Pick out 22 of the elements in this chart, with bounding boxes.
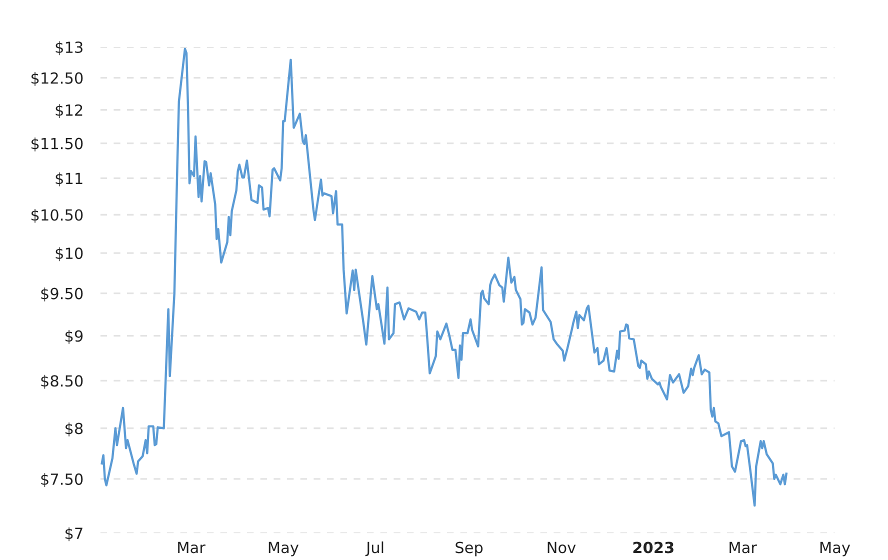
y-tick-label: $8.50 [41,374,83,389]
y-tick-label: $13 [56,41,82,56]
y-tick-label: $12.50 [31,72,83,86]
y-tick-label: $7.50 [41,473,83,487]
x-tick-label: Sep [456,542,483,556]
y-tick-label: $10.50 [31,208,83,223]
x-tick-label: Jul [365,541,384,556]
y-tick-label: $12 [56,104,82,118]
y-tick-label: $9.50 [41,288,83,302]
x-tick-label: May [268,542,299,556]
x-tick-label: Nov [548,542,576,554]
x-tick-label: Mar [730,542,757,554]
x-tick-label: 2023 [633,542,674,554]
x-tick-label: Mar [178,542,206,554]
line-series [100,48,788,507]
y-tick-label: $11.50 [31,138,83,152]
y-tick-label: $8 [66,422,83,436]
y-tick-label: $11 [56,172,82,186]
y-tick-label: $9 [66,330,83,344]
x-tick-label: May [820,542,850,556]
y-tick-label: $10 [56,247,83,262]
y-tick-label: $7 [66,527,82,542]
